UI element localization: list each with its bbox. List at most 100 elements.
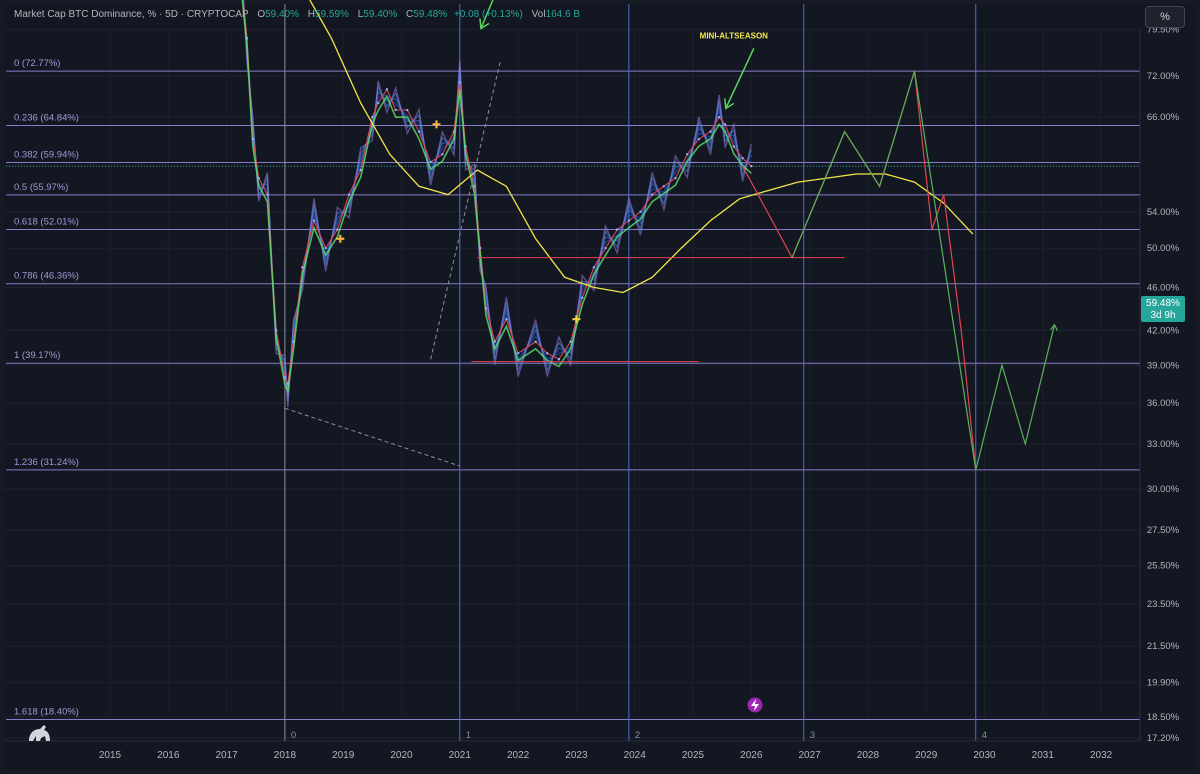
fib-level-label: 0.5 (55.97%) <box>14 182 68 193</box>
x-tick-label: 2019 <box>332 750 355 761</box>
fib-levels: 0 (72.77%) 0.236 (64.84%) 0.382 (59.94%) 0.… <box>6 58 1140 721</box>
y-tick-label: 30.00% <box>1147 484 1180 495</box>
signal-marker-icon <box>336 234 345 243</box>
x-tick-label: 2023 <box>565 750 588 761</box>
grid-layer <box>4 28 1140 739</box>
ma-line-yellow <box>309 0 974 294</box>
high-value: 59.59% <box>315 9 349 20</box>
annotation-arrowhead <box>724 98 735 110</box>
x-tick-label: 2018 <box>274 750 297 761</box>
y-tick-label: 79.50% <box>1147 24 1180 35</box>
tradingview-logo-icon[interactable] <box>26 721 54 745</box>
data-point <box>385 88 389 91</box>
y-tick-label: 46.00% <box>1147 282 1180 293</box>
data-point <box>732 145 736 148</box>
annotations: ALTSEASONMINI-ALTSEASONALTSEASON <box>336 0 769 324</box>
fib-level-label: 0 (72.77%) <box>14 58 60 69</box>
data-point <box>429 160 432 164</box>
x-tick-label: 2029 <box>915 750 938 761</box>
data-point <box>283 376 287 379</box>
cycle-label: 2 <box>635 730 640 741</box>
x-tick-label: 2032 <box>1090 750 1113 761</box>
data-point <box>441 153 444 156</box>
projection-arrowhead <box>1049 323 1058 331</box>
data-point <box>723 123 727 126</box>
fib-level-label: 1.618 (18.40%) <box>14 707 79 718</box>
data-point <box>685 153 689 156</box>
data-point <box>581 296 584 299</box>
x-tick-label: 2020 <box>390 750 413 761</box>
data-point <box>473 185 476 188</box>
x-tick-label: 2022 <box>507 750 530 761</box>
data-point <box>650 193 654 196</box>
data-point <box>371 115 374 119</box>
price-line-green <box>241 0 752 394</box>
data-point <box>505 318 508 321</box>
percent-scale-button[interactable]: % <box>1145 6 1185 28</box>
data-point <box>452 130 456 133</box>
data-point <box>245 37 249 40</box>
data-point <box>662 185 666 188</box>
data-point <box>359 168 362 172</box>
volume-label: Vol <box>531 9 546 20</box>
fib-level-label: 0.236 (64.84%) <box>14 112 79 123</box>
low-value: 59.40% <box>363 9 398 20</box>
x-tick-label: 2016 <box>157 750 180 761</box>
fib-level-label: 1 (39.17%) <box>14 350 60 361</box>
y-tick-label: 54.00% <box>1147 207 1180 218</box>
fib-level-label: 1.236 (31.24%) <box>14 457 79 468</box>
price-badge-price: 59.48% <box>1146 298 1180 309</box>
close-value: 59.48% <box>413 9 448 20</box>
data-point <box>347 193 351 196</box>
open-label: O <box>257 9 266 20</box>
symbol-title[interactable]: Market Cap BTC Dominance, % · 5D · CRYPT… <box>14 9 249 20</box>
y-tick-label: 50.00% <box>1147 243 1180 254</box>
data-point <box>324 246 327 250</box>
y-tick-label: 42.00% <box>1147 325 1180 336</box>
data-point <box>479 246 482 250</box>
y-tick-label: 39.00% <box>1147 360 1180 371</box>
price-badge-countdown: 3d 9h <box>1150 310 1175 321</box>
data-point <box>627 219 631 222</box>
data-point <box>569 340 572 343</box>
data-point <box>718 115 721 119</box>
data-point <box>274 329 278 332</box>
signal-marker-icon <box>572 315 581 324</box>
data-point <box>639 210 642 213</box>
change-value: +0.08 (+0.13%) <box>453 9 523 20</box>
lightning-icon[interactable] <box>747 697 763 713</box>
projection-line-green <box>791 70 1056 471</box>
close-label: C <box>406 9 414 20</box>
cycle-label: 3 <box>810 730 815 741</box>
price-badge: 59.48% 3d 9h <box>1141 296 1185 322</box>
data-point <box>394 108 397 112</box>
open-value: 59.40% <box>265 9 300 20</box>
data-point <box>741 156 744 160</box>
data-point <box>604 246 607 250</box>
data-point <box>674 176 677 180</box>
price-badge-box <box>1141 296 1185 322</box>
chart-legend: Market Cap BTC Dominance, % · 5D · CRYPT… <box>14 9 580 20</box>
volume-value: 164.6 B <box>545 9 581 20</box>
data-point <box>493 340 496 343</box>
cycle-label: 1 <box>466 730 471 741</box>
chart-frame <box>4 4 1196 770</box>
data-point <box>286 382 290 385</box>
x-tick-label: 2025 <box>682 750 705 761</box>
data-point <box>534 340 537 343</box>
data-point <box>301 266 304 269</box>
data-point <box>292 340 295 343</box>
ribbon-line <box>242 0 752 408</box>
data-point <box>458 81 461 84</box>
annotation-label: MINI-ALTSEASON <box>700 31 769 40</box>
x-tick-label: 2028 <box>857 750 880 761</box>
data-point <box>546 352 549 355</box>
x-tick-label: 2031 <box>1032 750 1055 761</box>
projection-line-red <box>742 70 977 470</box>
data-point <box>336 228 339 231</box>
annotation-arrow <box>725 48 755 109</box>
y-tick-label: 33.00% <box>1147 439 1180 450</box>
data-point <box>516 352 520 355</box>
data-point <box>709 130 712 133</box>
